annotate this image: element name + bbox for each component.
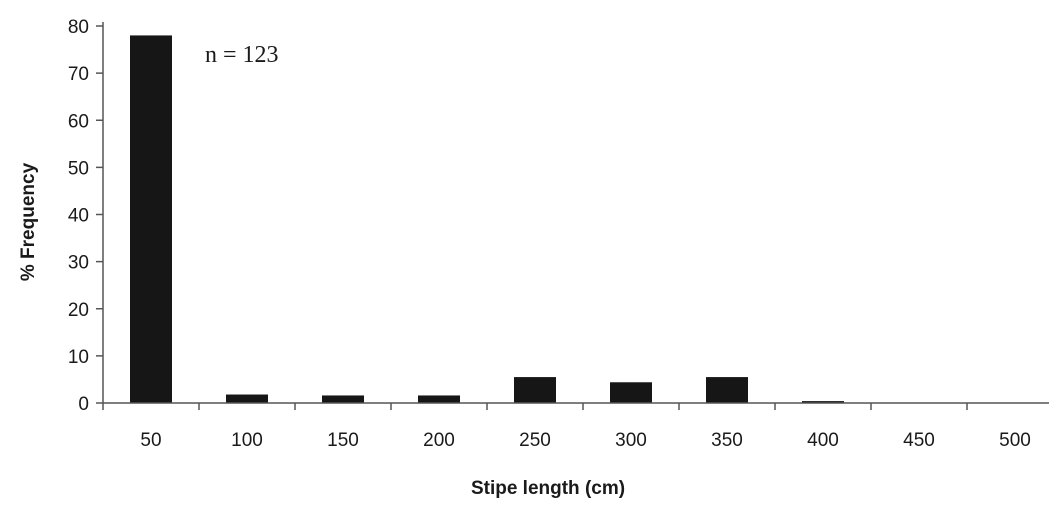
x-tick-label: 100 <box>231 430 263 451</box>
bar-300 <box>610 382 652 403</box>
bars-layer <box>130 35 844 404</box>
bar-50 <box>130 35 172 404</box>
labels-layer: 0 10 20 30 40 50 60 70 80 50 100 150 200 250 300 350 400… <box>68 17 1031 451</box>
axes-layer <box>96 22 1049 410</box>
y-tick-label: 10 <box>68 347 89 368</box>
x-tick-label: 150 <box>327 430 359 451</box>
y-tick-label: 20 <box>68 300 89 321</box>
x-tick-label: 200 <box>423 430 455 451</box>
y-tick-label: 50 <box>68 158 89 179</box>
x-tick-label: 50 <box>140 430 161 451</box>
bar-250 <box>514 377 556 403</box>
x-tick-label: 450 <box>903 430 935 451</box>
y-axis-title: % Frequency <box>18 162 39 281</box>
x-tick-label: 300 <box>615 430 647 451</box>
y-tick-label: 30 <box>68 253 89 274</box>
y-tick-label: 70 <box>68 64 89 85</box>
bar-100 <box>226 394 268 403</box>
y-tick-label: 80 <box>68 17 89 38</box>
bar-200 <box>418 395 460 403</box>
y-tick-label: 0 <box>78 394 89 415</box>
x-tick-label: 250 <box>519 430 551 451</box>
sample-size-annotation: n = 123 <box>205 42 279 68</box>
x-tick-label: 350 <box>711 430 743 451</box>
x-axis-title: Stipe length (cm) <box>471 478 625 499</box>
y-tick-label: 60 <box>68 111 89 132</box>
y-tick-label: 40 <box>68 206 89 227</box>
bar-150 <box>322 395 364 403</box>
x-tick-label: 500 <box>999 430 1031 451</box>
bar-400 <box>802 401 844 403</box>
x-tick-label: 400 <box>807 430 839 451</box>
bar-350 <box>706 377 748 403</box>
